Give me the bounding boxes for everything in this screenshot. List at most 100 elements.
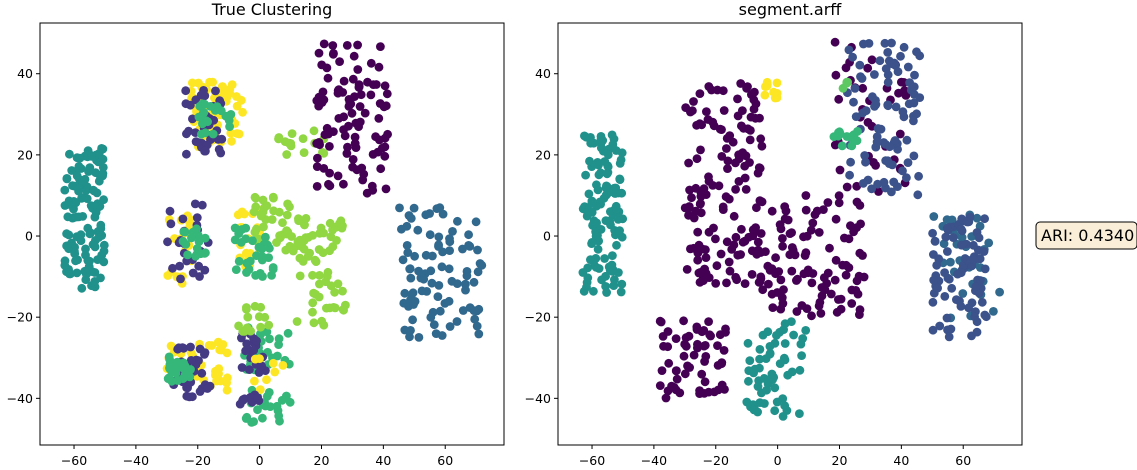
scatter-point bbox=[885, 142, 895, 152]
scatter-point bbox=[720, 385, 729, 394]
scatter-point bbox=[846, 157, 855, 167]
scatter-point bbox=[604, 188, 613, 198]
scatter-point bbox=[425, 230, 435, 240]
scatter-point bbox=[664, 358, 674, 368]
scatter-point bbox=[753, 382, 763, 391]
scatter-point bbox=[684, 203, 694, 213]
scatter-point bbox=[319, 228, 328, 238]
scatter-point bbox=[163, 237, 172, 247]
scatter-point bbox=[406, 295, 415, 305]
scatter-point bbox=[840, 233, 849, 243]
scatter-point bbox=[860, 151, 870, 160]
scatter-point bbox=[260, 312, 270, 322]
scatter-point bbox=[831, 70, 841, 80]
scatter-point bbox=[62, 174, 72, 184]
scatter-point bbox=[238, 396, 248, 405]
scatter-point bbox=[755, 345, 765, 354]
scatter-point bbox=[825, 243, 834, 253]
scatter-point bbox=[756, 134, 766, 144]
scatter-point bbox=[356, 90, 366, 100]
scatter-point bbox=[242, 323, 252, 333]
scatter-point bbox=[611, 205, 621, 214]
scatter-point bbox=[929, 275, 939, 285]
scatter-point bbox=[204, 341, 214, 350]
scatter-point bbox=[308, 307, 317, 317]
scatter-point bbox=[250, 354, 260, 364]
scatter-point bbox=[186, 356, 196, 365]
scatter-point bbox=[801, 205, 811, 215]
scatter-point bbox=[618, 214, 628, 224]
scatter-point bbox=[82, 269, 91, 279]
scatter-point bbox=[747, 270, 757, 279]
scatter-point bbox=[72, 268, 82, 278]
scatter-point bbox=[684, 331, 694, 341]
scatter-point bbox=[351, 118, 361, 128]
scatter-point bbox=[615, 174, 625, 184]
scatter-point bbox=[433, 292, 443, 301]
scatter-point bbox=[339, 305, 348, 315]
scatter-point bbox=[323, 73, 333, 83]
scatter-point bbox=[438, 247, 447, 257]
scatter-point bbox=[602, 288, 611, 297]
scatter-point bbox=[855, 305, 865, 315]
scatter-point bbox=[692, 154, 702, 164]
scatter-point bbox=[328, 41, 338, 50]
scatter-point bbox=[658, 332, 668, 341]
scatter-point bbox=[779, 325, 788, 334]
scatter-point bbox=[798, 334, 808, 343]
scatter-point bbox=[868, 92, 877, 102]
scatter-point bbox=[264, 388, 274, 397]
scatter-point bbox=[876, 124, 886, 134]
scatter-point bbox=[328, 49, 338, 59]
scatter-point bbox=[780, 339, 790, 348]
scatter-point bbox=[729, 240, 739, 250]
scatter-point bbox=[198, 108, 208, 118]
x-tick-label: −60 bbox=[61, 453, 87, 468]
scatter-point bbox=[322, 303, 331, 313]
scatter-point bbox=[896, 51, 905, 61]
scatter-point bbox=[616, 155, 626, 165]
scatter-point bbox=[166, 219, 176, 229]
scatter-point bbox=[445, 322, 455, 331]
scatter-point bbox=[299, 148, 309, 158]
scatter-point bbox=[274, 134, 283, 144]
scatter-point bbox=[799, 269, 809, 279]
scatter-point bbox=[887, 187, 896, 197]
scatter-point bbox=[333, 86, 343, 95]
scatter-point bbox=[591, 262, 601, 272]
scatter-point bbox=[227, 136, 236, 146]
scatter-point bbox=[969, 240, 978, 250]
x-tick-label: 60 bbox=[437, 453, 453, 468]
scatter-point bbox=[695, 199, 705, 209]
scatter-point bbox=[314, 101, 324, 111]
scatter-point bbox=[775, 359, 785, 368]
y-tick-label: −40 bbox=[7, 391, 33, 406]
x-tick-label: 40 bbox=[893, 453, 909, 468]
scatter-point bbox=[452, 317, 462, 326]
scatter-point bbox=[178, 236, 188, 246]
scatter-point bbox=[655, 381, 665, 390]
scatter-point bbox=[180, 370, 190, 380]
scatter-point bbox=[267, 215, 277, 224]
scatter-point bbox=[318, 87, 328, 97]
scatter-point bbox=[253, 405, 262, 415]
scatter-point bbox=[429, 320, 439, 330]
scatter-point bbox=[453, 216, 462, 226]
scatter-point bbox=[697, 327, 707, 337]
scatter-point bbox=[175, 261, 185, 271]
scatter-point bbox=[208, 129, 218, 139]
scatter-point bbox=[311, 257, 321, 266]
scatter-point bbox=[832, 307, 842, 317]
scatter-point bbox=[711, 234, 720, 244]
scatter-point bbox=[680, 369, 690, 379]
scatter-point bbox=[99, 195, 108, 205]
scatter-point bbox=[91, 168, 101, 178]
scatter-point bbox=[421, 210, 431, 220]
scatter-point bbox=[597, 275, 606, 285]
scatter-point bbox=[252, 336, 261, 346]
scatter-point bbox=[589, 216, 599, 226]
scatter-point bbox=[858, 83, 868, 93]
scatter-point bbox=[745, 356, 755, 365]
scatter-point bbox=[747, 246, 757, 256]
